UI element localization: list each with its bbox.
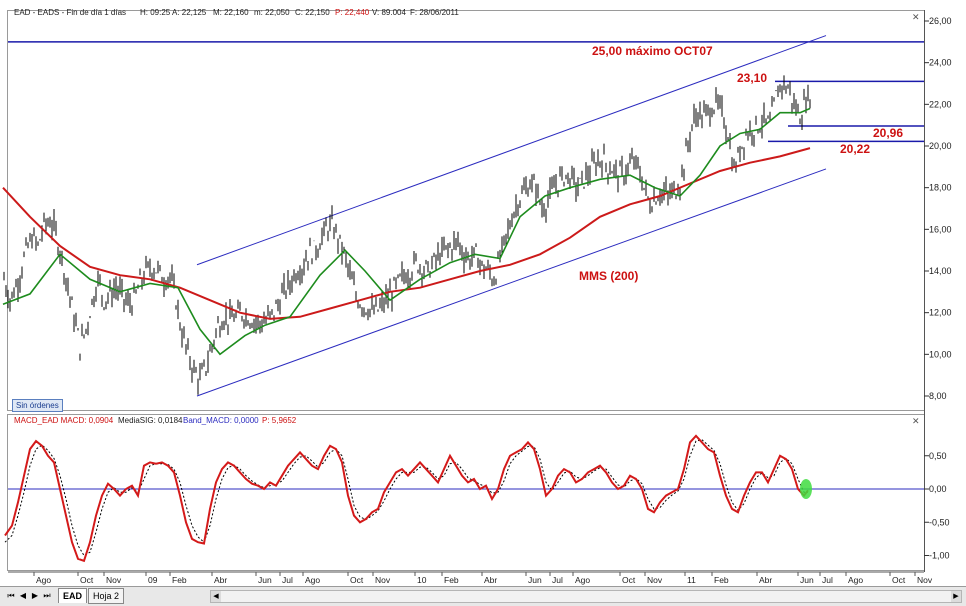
x-tick-label: Ago: [848, 575, 863, 585]
orders-button[interactable]: Sin órdenes: [12, 399, 63, 412]
x-tick-label: Jun: [800, 575, 814, 585]
x-tick-label: Nov: [106, 575, 122, 585]
macd-header-p: P: 5,9652: [262, 416, 297, 425]
price-series: [2, 75, 811, 395]
header-volumen: V: 89.004: [372, 8, 407, 17]
macd-tick-label: -1,00: [929, 551, 950, 561]
header-cierre: C: 22,150: [295, 8, 330, 17]
annotation-2022: 20,22: [840, 142, 870, 156]
close-icon[interactable]: ✕: [912, 417, 920, 427]
first-sheet-icon[interactable]: ⏮: [7, 591, 15, 600]
macd-panel[interactable]: [7, 414, 925, 571]
price-y-axis: 8,00 10,00 12,00 14,00 16,00 18,00 20,00 22,00 2…: [924, 16, 952, 401]
header-precio: P: 22,440: [335, 8, 370, 17]
y-tick-label: 26,00: [929, 16, 952, 26]
svg-text:✕: ✕: [912, 13, 920, 23]
x-tick-label: 09: [148, 575, 158, 585]
annotation-max-oct07: 25,00 máximo OCT07: [592, 44, 713, 58]
scroll-left-icon[interactable]: ◀: [211, 591, 221, 602]
y-tick-label: 20,00: [929, 141, 952, 151]
x-tick-label: Oct: [80, 575, 94, 585]
annotation-mms200: MMS (200): [579, 269, 638, 283]
close-icon[interactable]: ✕: [912, 13, 920, 23]
x-tick-label: Feb: [714, 575, 729, 585]
short-ma-line: [2, 107, 811, 356]
annotation-2096: 20,96: [873, 126, 903, 140]
x-tick-label: Feb: [172, 575, 187, 585]
prev-sheet-icon[interactable]: ◀: [19, 591, 27, 600]
macd-y-axis: 0,50 0,00 -0,50 -1,00: [8, 451, 950, 561]
x-tick-label: Abr: [214, 575, 227, 585]
x-tick-label: Nov: [917, 575, 933, 585]
header-minimo: m: 22,050: [254, 8, 290, 17]
svg-text:✕: ✕: [912, 417, 920, 427]
x-tick-label: 10: [417, 575, 427, 585]
y-tick-label: 14,00: [929, 266, 952, 276]
y-tick-label: 18,00: [929, 183, 952, 193]
x-tick-label: Ago: [305, 575, 320, 585]
x-tick-label: 11: [687, 575, 696, 585]
x-tick-label: Jul: [552, 575, 563, 585]
header-maximo: M: 22,160: [213, 8, 249, 17]
tab-ead[interactable]: EAD: [58, 588, 88, 603]
macd-header-signal: MediaSIG: 0,0184: [118, 416, 183, 425]
header-symbol: EAD - EADS - Fin de día 1 días: [14, 8, 126, 17]
macd-series: [4, 434, 809, 563]
price-panel[interactable]: [7, 10, 925, 411]
header-apertura: A: 22,125: [172, 8, 207, 17]
x-tick-label: Nov: [375, 575, 391, 585]
macd-tick-label: 0,00: [929, 484, 947, 494]
y-tick-label: 22,00: [929, 99, 952, 109]
x-tick-label: Jul: [282, 575, 293, 585]
horizontal-levels[interactable]: [8, 41, 924, 143]
x-tick-label: Nov: [647, 575, 663, 585]
macd-line: [4, 434, 809, 563]
x-tick-label: Jul: [822, 575, 833, 585]
next-sheet-icon[interactable]: ▶: [31, 591, 39, 600]
x-tick-label: Oct: [892, 575, 906, 585]
x-tick-label: Jun: [258, 575, 272, 585]
annotation-2310: 23,10: [737, 71, 767, 85]
x-tick-label: Oct: [622, 575, 636, 585]
y-tick-label: 24,00: [929, 58, 952, 68]
x-tick-label: Jun: [528, 575, 542, 585]
x-axis: Ago Oct Nov 09 Feb Abr Jun Jul Ago Oct Nov 10 Feb Abr…: [8, 571, 933, 585]
x-tick-label: Feb: [444, 575, 459, 585]
channel-line[interactable]: [196, 35, 827, 266]
trend-channel[interactable]: [196, 35, 827, 397]
macd-tick-label: -0,50: [929, 517, 950, 527]
y-tick-label: 10,00: [929, 349, 952, 359]
macd-header-band: Band_MACD: 0,0000: [183, 416, 259, 425]
price-bars: [3, 75, 811, 395]
macd-highlight-marker: [800, 479, 812, 499]
scroll-right-icon[interactable]: ▶: [951, 591, 961, 602]
x-tick-label: Ago: [575, 575, 590, 585]
macd-header-value: MACD_EAD MACD: 0,0904: [14, 416, 114, 425]
x-tick-label: Abr: [484, 575, 497, 585]
horizontal-scrollbar[interactable]: ◀ ▶: [210, 590, 962, 603]
x-tick-label: Ago: [36, 575, 51, 585]
x-tick-label: Abr: [759, 575, 772, 585]
header-fecha: F: 28/06/2011: [410, 8, 459, 17]
y-tick-label: 12,00: [929, 308, 952, 318]
tab-hoja-2[interactable]: Hoja 2: [88, 588, 125, 604]
header-hora: H: 09:25: [140, 8, 171, 17]
sheet-bar: ⏮ ◀ ▶ ⏭ EAD Hoja 2 ◀ ▶: [0, 586, 966, 606]
y-tick-label: 8,00: [929, 391, 947, 401]
macd-tick-label: 0,50: [929, 451, 947, 461]
x-tick-label: Oct: [350, 575, 364, 585]
y-tick-label: 16,00: [929, 224, 952, 234]
last-sheet-icon[interactable]: ⏭: [43, 591, 51, 600]
channel-line[interactable]: [196, 168, 827, 397]
